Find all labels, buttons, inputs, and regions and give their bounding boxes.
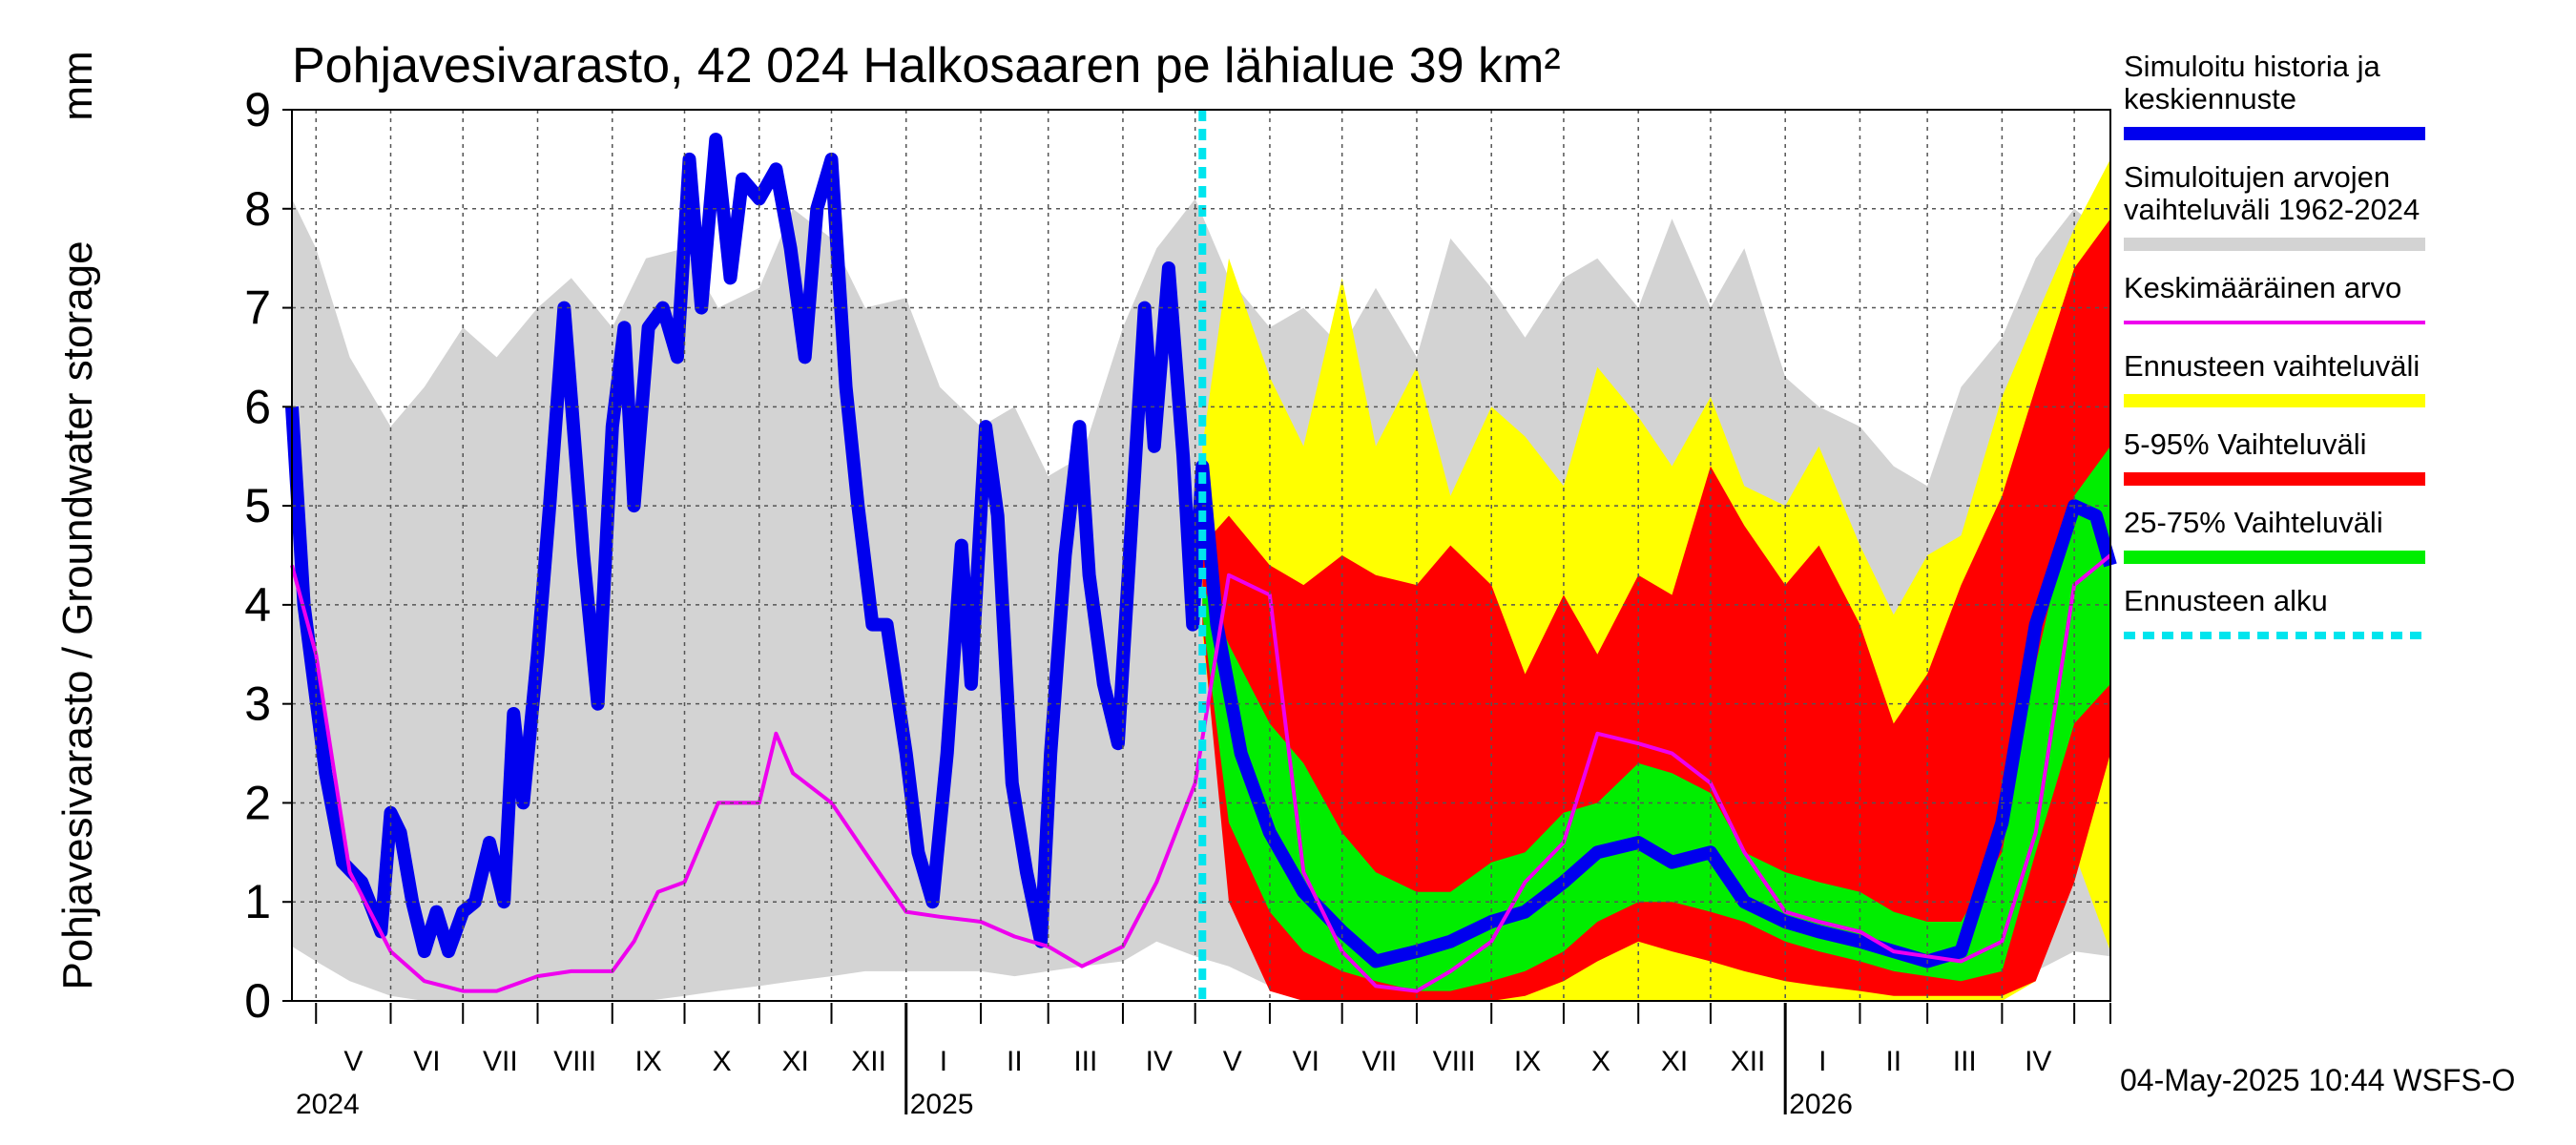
x-month-label: V — [1223, 1046, 1242, 1077]
x-month-label: XII — [1731, 1046, 1766, 1077]
y-tick-label: 1 — [244, 875, 271, 928]
y-tick-label: 6 — [244, 380, 271, 433]
x-month-label: X — [1591, 1046, 1610, 1077]
legend-label: 5-95% Vaihteluväli — [2124, 427, 2366, 461]
legend-label: Simuloitu historia ja — [2124, 50, 2381, 83]
legend-item: 25-75% Vaihteluväli — [2124, 506, 2425, 564]
legend-label: 25-75% Vaihteluväli — [2124, 506, 2383, 539]
legend-label: keskiennuste — [2124, 82, 2296, 115]
band-25-75-vaihteluv-li — [1202, 446, 2110, 991]
x-month-label: IX — [1514, 1046, 1541, 1077]
legend: Simuloitu historia jakeskiennusteSimuloi… — [2124, 50, 2425, 639]
year-label: 2025 — [910, 1089, 974, 1120]
x-month-label: I — [940, 1046, 947, 1077]
chart-title: Pohjavesivarasto, 42 024 Halkosaaren pe … — [292, 38, 1561, 94]
series-line-keskim-r-inen-arvo — [290, 553, 2112, 993]
band-5-95-vaihteluv-li — [1202, 219, 2110, 1001]
x-month-label: VII — [1361, 1046, 1397, 1077]
y-tick-label: 2 — [244, 776, 271, 829]
plot-frame — [291, 109, 2111, 1002]
plot-area — [285, 110, 2117, 1001]
x-month-label: VIII — [553, 1046, 596, 1077]
x-month-label: X — [713, 1046, 732, 1077]
y-axis-label: Pohjavesivarasto / Groundwater storage — [54, 240, 101, 989]
legend-label: Keskimääräinen arvo — [2124, 271, 2401, 304]
legend-item: Ennusteen alku — [2124, 584, 2425, 639]
legend-label: Simuloitujen arvojen — [2124, 160, 2390, 194]
x-month-label: I — [1818, 1046, 1826, 1077]
y-axis-unit: mm — [54, 51, 101, 120]
x-month-label: XII — [851, 1046, 886, 1077]
x-month-label: II — [1007, 1046, 1023, 1077]
x-month-label: III — [1073, 1046, 1097, 1077]
x-month-label: II — [1885, 1046, 1901, 1077]
x-month-label: III — [1953, 1046, 1977, 1077]
legend-item: Ennusteen vaihteluväli — [2124, 349, 2425, 407]
series-line-simuloitu-historia-ja-keskiennuste — [285, 133, 2117, 968]
x-month-label: VIII — [1433, 1046, 1476, 1077]
year-label: 2024 — [296, 1089, 360, 1120]
x-month-label: XI — [781, 1046, 808, 1077]
x-month-label: IV — [2025, 1046, 2051, 1077]
x-month-label: XI — [1661, 1046, 1688, 1077]
legend-item: 5-95% Vaihteluväli — [2124, 427, 2425, 486]
y-tick-label: 0 — [244, 974, 271, 1028]
y-tick-label: 3 — [244, 677, 271, 731]
y-tick-label: 4 — [244, 578, 271, 632]
x-month-label: VII — [483, 1046, 518, 1077]
y-tick-label: 8 — [244, 182, 271, 236]
y-tick-label: 7 — [244, 281, 271, 335]
x-month-label: IV — [1146, 1046, 1173, 1077]
legend-label: Ennusteen vaihteluväli — [2124, 349, 2420, 383]
y-tick-label: 9 — [244, 83, 271, 136]
grid-lines — [292, 110, 2110, 1001]
legend-label: Ennusteen alku — [2124, 584, 2328, 617]
x-month-label: V — [343, 1046, 363, 1077]
x-month-label: IX — [634, 1046, 661, 1077]
timestamp-label: 04-May-2025 10:44 WSFS-O — [2120, 1063, 2515, 1097]
year-label: 2026 — [1789, 1089, 1853, 1120]
legend-label: vaihteluväli 1962-2024 — [2124, 193, 2420, 226]
x-month-label: VI — [413, 1046, 440, 1077]
y-tick-label: 5 — [244, 479, 271, 532]
legend-item: Keskimääräinen arvo — [2124, 271, 2425, 324]
x-month-label: VI — [1293, 1046, 1319, 1077]
